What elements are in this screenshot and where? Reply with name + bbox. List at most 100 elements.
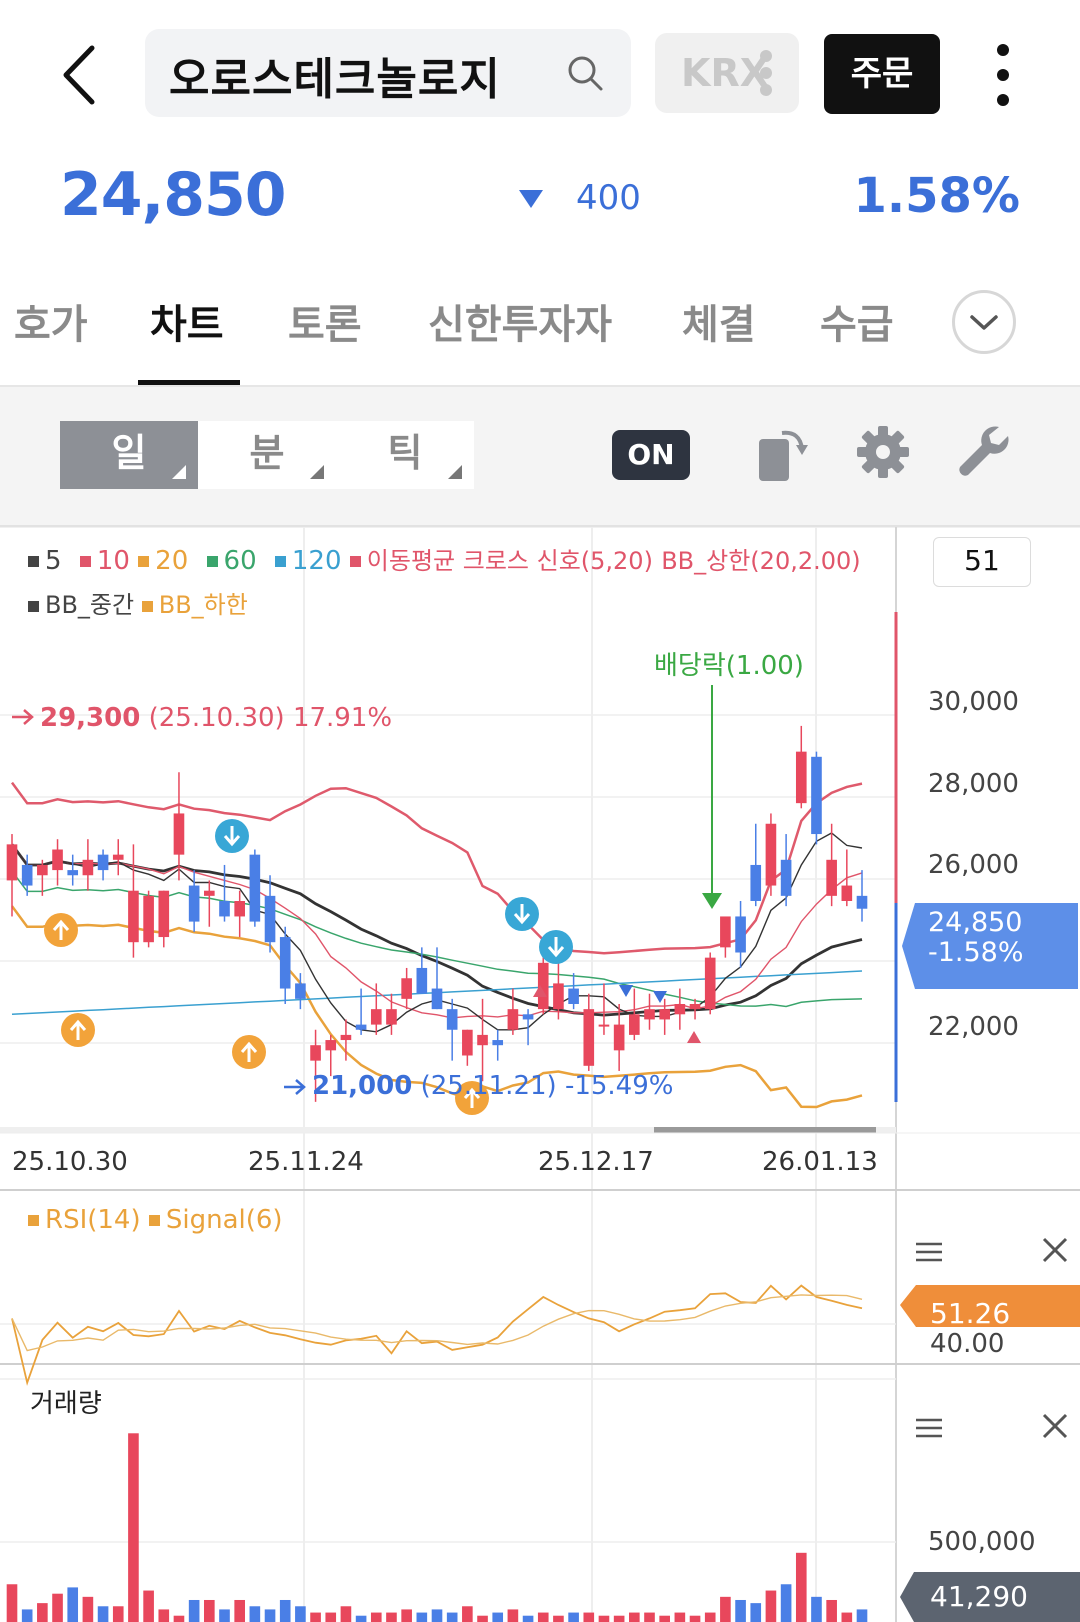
candle-body <box>659 1009 670 1020</box>
legend-bb-lower: BB_하한 <box>158 591 248 619</box>
volume-bar <box>219 1609 230 1622</box>
candle-body <box>537 962 549 1010</box>
legend-ma20: 20 <box>155 546 189 576</box>
price-tag-value: 24,850 <box>928 907 1023 938</box>
exchange-selector-button[interactable]: KRX <box>655 33 799 113</box>
rotate-screen-icon[interactable] <box>756 423 810 485</box>
volume-bar <box>112 1606 124 1622</box>
chevron-left-icon <box>63 45 95 105</box>
active-tab-indicator <box>138 380 240 386</box>
rsi-value-tag <box>900 1285 1080 1327</box>
rsi-y-tick: 40.00 <box>930 1329 1005 1359</box>
period-tick-button[interactable]: 틱 <box>336 421 474 489</box>
period-label: 일 <box>111 431 147 475</box>
volume-bar <box>431 1609 443 1622</box>
volume-bar <box>446 1612 458 1622</box>
current-price: 24,850 <box>60 160 287 230</box>
ma-cross-down-marker <box>653 991 667 1003</box>
candle-body <box>826 859 837 896</box>
chart-toolbar: 일 분 틱 ON <box>0 387 1080 527</box>
order-button[interactable]: 주문 <box>824 34 940 114</box>
tab-shinhan-investors[interactable]: 신한투자자 <box>428 302 612 348</box>
candle-body <box>477 1034 488 1046</box>
volume-bar <box>811 1596 822 1622</box>
chart-scrollbar[interactable] <box>654 1127 876 1133</box>
candle-body <box>674 1004 686 1015</box>
chart-area[interactable]: 5 10 20 60 120 이동평균 크로스 신호(5,20) BB_상한(2… <box>0 527 1080 1622</box>
volume-bar <box>522 1615 534 1622</box>
volume-bar <box>386 1612 397 1622</box>
search-icon[interactable] <box>565 53 605 93</box>
low-date: (25.11.21) <box>420 1071 557 1101</box>
hamburger-icon[interactable] <box>916 1418 942 1438</box>
candle-body <box>689 1004 701 1010</box>
volume-bar <box>143 1590 154 1622</box>
period-selector: 일 분 틱 <box>60 421 474 489</box>
volume-bar <box>21 1609 33 1622</box>
tab-discussion[interactable]: 토론 <box>288 302 362 348</box>
candle-body <box>795 751 807 804</box>
candle-body <box>644 1009 655 1020</box>
candle-body <box>234 901 245 917</box>
candle-body <box>598 1024 610 1027</box>
current-price-tag <box>902 903 1078 989</box>
tab-trades[interactable]: 체결 <box>682 302 756 348</box>
legend-bb-upper: BB_상한(20,2.00) <box>661 547 861 575</box>
x-tick: 25.11.24 <box>248 1147 364 1177</box>
wrench-icon[interactable] <box>955 423 1011 479</box>
volume-bar <box>234 1599 245 1622</box>
x-tick: 25.12.17 <box>538 1147 654 1177</box>
volume-bar <box>82 1596 94 1622</box>
candle-body <box>6 844 18 881</box>
dividend-label: 배당락(1.00) <box>654 651 804 681</box>
hamburger-icon[interactable] <box>916 1242 942 1262</box>
period-day-button[interactable]: 일 <box>60 421 198 489</box>
candle-body <box>128 890 139 943</box>
tabs-expand-button[interactable] <box>952 290 1016 354</box>
candle-body <box>219 901 230 917</box>
candle-body <box>52 849 63 871</box>
visible-candle-count[interactable]: 51 <box>933 537 1031 587</box>
y-tick: 22,000 <box>928 1012 1019 1042</box>
ma-cross-up-marker <box>687 1031 701 1043</box>
legend-ma5: 5 <box>45 546 62 576</box>
back-button[interactable] <box>52 40 112 110</box>
volume-bar <box>462 1606 473 1622</box>
tab-supply-demand[interactable]: 수급 <box>820 302 894 348</box>
tab-orderbook[interactable]: 호가 <box>14 302 88 348</box>
volume-bar <box>537 1612 549 1622</box>
period-minute-button[interactable]: 분 <box>198 421 336 489</box>
candle-body <box>310 1045 321 1061</box>
volume-bar <box>477 1615 488 1622</box>
period-label: 분 <box>249 431 285 475</box>
x-tick: 25.10.30 <box>12 1147 128 1177</box>
candle-body <box>492 1040 504 1046</box>
candle-body <box>780 859 792 896</box>
on-toggle-button[interactable]: ON <box>612 430 690 480</box>
buy-signal-marker <box>455 1081 489 1115</box>
buy-signal-marker <box>232 1035 266 1069</box>
candle-body <box>811 756 822 835</box>
tab-chart[interactable]: 차트 <box>150 302 224 348</box>
gear-icon[interactable] <box>856 425 910 479</box>
volume-value-tag <box>900 1572 1080 1622</box>
close-icon[interactable] <box>1042 1413 1068 1439</box>
legend-rsi: RSI(14) <box>45 1205 141 1235</box>
ma10-line <box>11 843 863 1019</box>
candle-body <box>522 1014 534 1020</box>
more-vertical-icon[interactable] <box>988 42 1018 108</box>
close-icon[interactable] <box>1042 1237 1068 1263</box>
corner-triangle-icon <box>310 465 324 479</box>
top-bar: 오로스테크놀로지 KRX 주문 <box>0 0 1080 140</box>
volume-bar <box>841 1612 853 1622</box>
buy-signal-marker <box>61 1013 95 1047</box>
sell-signal-marker <box>215 819 249 853</box>
volume-bar <box>568 1612 579 1622</box>
rsi-signal-path <box>11 1294 863 1352</box>
stock-search-box[interactable]: 오로스테크놀로지 <box>145 29 631 117</box>
candle-body <box>21 864 33 886</box>
chart-legend-row2: BB_중간 BB_하한 <box>28 585 248 620</box>
volume-bar <box>249 1606 261 1622</box>
legend-signal: Signal(6) <box>165 1205 283 1235</box>
price-chart-canvas[interactable] <box>0 527 1080 1622</box>
